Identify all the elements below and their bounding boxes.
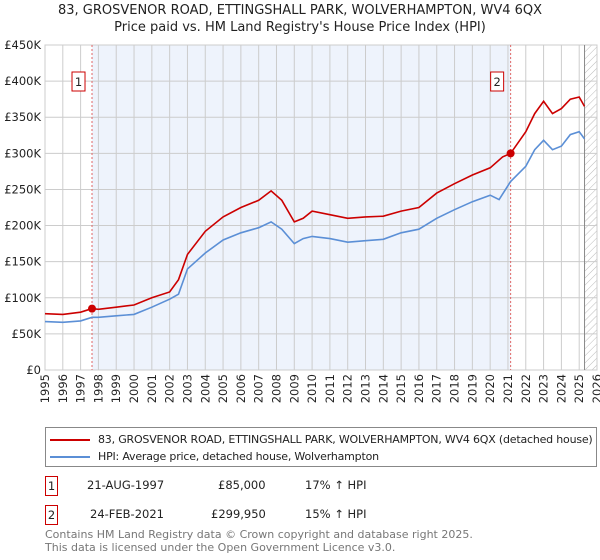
sale-label-box xyxy=(490,71,505,92)
chart-subtitle: Price paid vs. HM Land Registry's House … xyxy=(114,20,486,35)
legend-swatch-red xyxy=(50,438,90,441)
sale-label: 1 xyxy=(75,75,82,89)
transaction-date: 21-AUG-1997 xyxy=(87,478,165,492)
sale-point xyxy=(506,149,515,158)
sale-label-box xyxy=(71,71,86,92)
x-tick-label: 2024 xyxy=(554,374,568,403)
x-tick-label: 2018 xyxy=(448,374,462,403)
price-chart: 1995 1996 1997 1998 1999 2000 2001 2002 2003 2004… xyxy=(4,38,600,403)
x-tick-label: 2015 xyxy=(394,374,408,403)
x-tick-label: 2006 xyxy=(234,374,248,403)
x-tick-label: 2012 xyxy=(341,374,355,403)
y-tick-label: £200K xyxy=(4,219,41,233)
sale-point xyxy=(88,304,97,313)
x-tick-label: 2016 xyxy=(412,374,426,403)
sale-label: 2 xyxy=(493,75,500,89)
y-tick-label: £300K xyxy=(4,146,41,160)
x-tick-label: 2002 xyxy=(163,374,177,403)
y-tick-label: £350K xyxy=(4,110,41,124)
footer-copyright: Contains HM Land Registry data © Crown c… xyxy=(45,528,473,541)
y-tick-label: £400K xyxy=(4,74,41,88)
chart-title: 83, GROSVENOR ROAD, ETTINGSHALL PARK, WO… xyxy=(57,3,543,18)
x-tick-label: 1997 xyxy=(74,374,88,403)
x-tick-label: 2013 xyxy=(359,374,373,403)
transaction-price: £85,000 xyxy=(218,478,266,492)
x-tick-label: 2009 xyxy=(287,374,301,403)
x-tick-label: 1996 xyxy=(56,374,70,403)
transaction-hpi: 17% ↑ HPI xyxy=(305,478,367,492)
x-tick-label: 2026 xyxy=(590,374,600,403)
legend-swatch-blue xyxy=(50,455,90,458)
x-tick-label: 2014 xyxy=(376,374,390,403)
x-tick-label: 2000 xyxy=(127,374,141,403)
x-tick-label: 2021 xyxy=(501,374,515,403)
footer: Contains HM Land Registry data © Crown c… xyxy=(45,528,473,554)
x-tick-label: 2017 xyxy=(430,374,444,403)
legend: 83, GROSVENOR ROAD, ETTINGSHALL PARK, WO… xyxy=(45,427,597,467)
y-tick-label: £100K xyxy=(4,291,41,305)
property-price-line xyxy=(44,96,586,316)
y-tick-label: £0 xyxy=(26,363,41,377)
x-tick-label: 2011 xyxy=(323,374,337,403)
y-tick-label: £450K xyxy=(4,38,41,52)
x-tick-label: 1995 xyxy=(38,374,52,403)
x-tick-label: 2007 xyxy=(252,374,266,403)
y-tick-label: £50K xyxy=(12,327,42,341)
hpi-line xyxy=(44,130,586,324)
transaction-price: £299,950 xyxy=(211,507,266,521)
x-tick-label: 2010 xyxy=(305,374,319,403)
footer-licence: This data is licensed under the Open Gov… xyxy=(45,541,396,554)
x-tick-label: 2003 xyxy=(180,374,194,403)
ownership-shading xyxy=(92,45,511,370)
x-tick-label: 2023 xyxy=(537,374,551,403)
plot-frame xyxy=(44,44,598,371)
x-tick-label: 2020 xyxy=(483,374,497,403)
x-tick-label: 1998 xyxy=(91,374,105,403)
x-tick-label: 2025 xyxy=(572,374,586,403)
x-tick-label: 2008 xyxy=(269,374,283,403)
y-tick-label: £150K xyxy=(4,255,41,269)
legend-item-hpi: HPI: Average price, detached house, Wolv… xyxy=(50,449,379,464)
x-tick-label: 2001 xyxy=(145,374,159,403)
marker-badge: 1 xyxy=(45,476,58,496)
x-tick-label: 2005 xyxy=(216,374,230,403)
x-tick-label: 2019 xyxy=(465,374,479,403)
transaction-hpi: 15% ↑ HPI xyxy=(305,507,367,521)
x-tick-label: 2022 xyxy=(519,374,533,403)
legend-item-property: 83, GROSVENOR ROAD, ETTINGSHALL PARK, WO… xyxy=(50,432,593,447)
legend-label: HPI: Average price, detached house, Wolv… xyxy=(98,450,379,463)
transaction-date: 24-FEB-2021 xyxy=(90,507,164,521)
x-tick-label: 1999 xyxy=(109,374,123,403)
marker-badge: 2 xyxy=(45,505,58,525)
x-tick-label: 2004 xyxy=(198,374,212,403)
future-hatch xyxy=(584,45,597,370)
legend-label: 83, GROSVENOR ROAD, ETTINGSHALL PARK, WO… xyxy=(98,433,593,446)
y-tick-label: £250K xyxy=(4,182,41,196)
